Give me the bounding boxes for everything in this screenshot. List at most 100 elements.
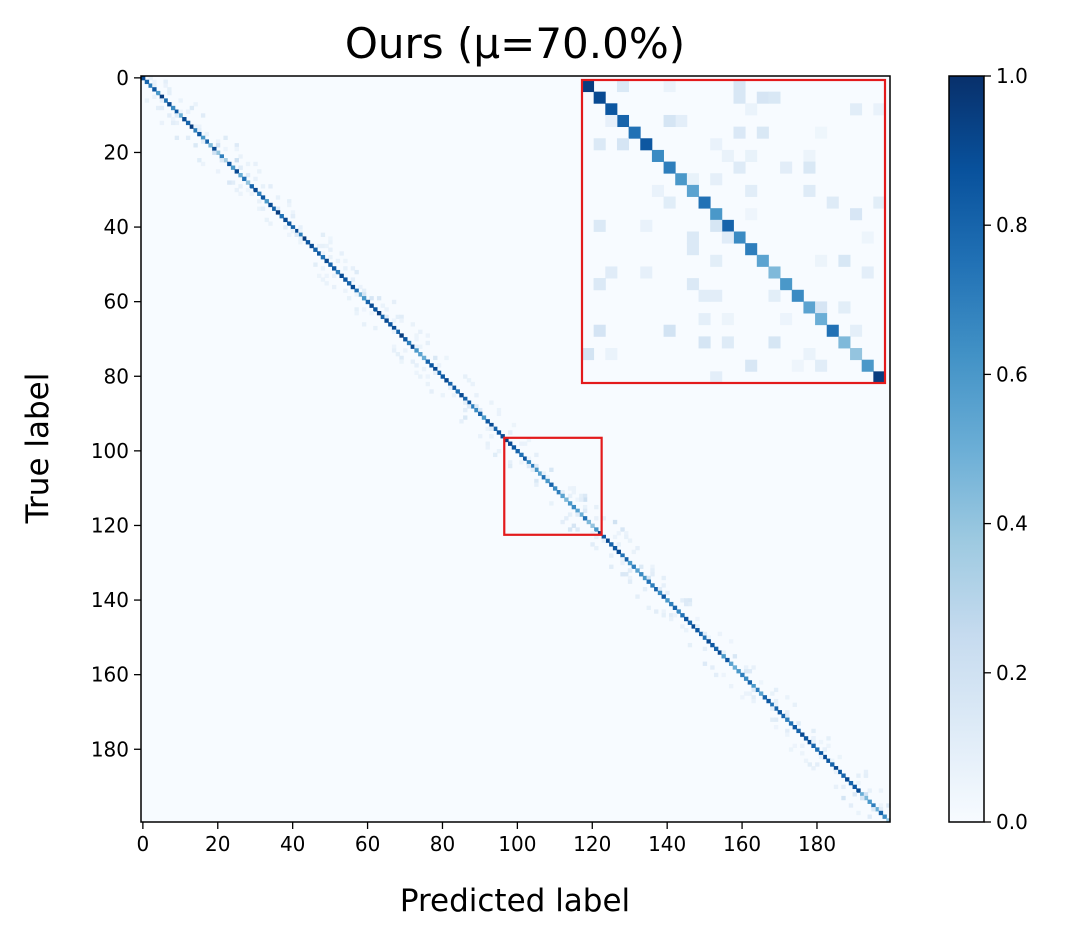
inset-cell	[710, 173, 723, 186]
heatmap-cell	[223, 146, 228, 152]
heatmap-cell-diagonal	[182, 117, 187, 122]
inset-cell-diagonal	[593, 91, 606, 104]
heatmap-cell	[590, 542, 595, 547]
inset-cell	[710, 254, 723, 267]
colorbar-tick-label: 0.4	[996, 512, 1028, 536]
heatmap-cell	[496, 407, 502, 413]
heatmap-cell	[391, 299, 397, 305]
heatmap-cell-diagonal	[706, 639, 711, 644]
heatmap-cell	[496, 449, 502, 454]
heatmap-cell-diagonal	[777, 710, 782, 715]
heatmap-cell-diagonal	[331, 266, 337, 271]
heatmap-cell	[425, 333, 430, 338]
inset-cell-diagonal	[861, 359, 874, 372]
heatmap-cell	[687, 642, 693, 648]
heatmap-cell-diagonal	[193, 128, 198, 133]
heatmap-cell-diagonal	[597, 531, 603, 536]
inset-cell-diagonal	[826, 324, 839, 337]
heatmap-cell-diagonal	[811, 743, 816, 748]
heatmap-cell-diagonal	[642, 575, 648, 581]
heatmap-cell-diagonal	[609, 542, 614, 547]
x-tick-label: 40	[280, 832, 305, 856]
inset-cell-diagonal	[616, 114, 630, 128]
heatmap-cell	[833, 769, 839, 775]
inset-cell	[651, 184, 664, 197]
heatmap-cell-diagonal	[287, 221, 292, 226]
x-tick-label: 60	[355, 832, 380, 856]
heatmap-cell	[695, 624, 700, 629]
inset-cell-diagonal	[733, 231, 746, 244]
heatmap-cell	[260, 184, 266, 189]
heatmap-cell-diagonal	[373, 307, 378, 312]
heatmap-cell	[549, 467, 554, 472]
y-tick-label: 60	[104, 290, 129, 314]
heatmap-cell	[848, 803, 854, 808]
heatmap-cell-diagonal	[519, 452, 524, 458]
heatmap-cell-diagonal	[189, 124, 195, 129]
x-tick-label: 0	[137, 832, 150, 856]
inset-cell-diagonal	[756, 254, 769, 267]
heatmap-cell	[425, 381, 430, 387]
heatmap-cell-diagonal	[537, 471, 543, 476]
heatmap-cell-diagonal	[215, 150, 221, 155]
heatmap-cell-diagonal	[219, 154, 224, 159]
heatmap-cell-diagonal	[556, 490, 562, 495]
heatmap-cell-diagonal	[272, 206, 277, 211]
heatmap-cell	[391, 348, 397, 353]
inset-cell	[640, 266, 653, 279]
heatmap-cell	[219, 158, 224, 163]
y-tick-label: 100	[91, 439, 129, 463]
x-tick-label: 140	[648, 832, 686, 856]
inset-cell	[745, 103, 758, 116]
heatmap-cell-diagonal	[702, 635, 708, 640]
heatmap-cell	[328, 247, 333, 252]
heatmap-cell	[579, 497, 584, 502]
heatmap-cell-diagonal	[856, 788, 861, 793]
heatmap-cell	[665, 590, 670, 596]
inset-cell-diagonal	[651, 149, 664, 162]
heatmap-cell-diagonal	[170, 105, 176, 111]
heatmap-cell-diagonal	[848, 780, 854, 786]
heatmap-cell-diagonal	[695, 628, 700, 633]
heatmap-cell-diagonal	[410, 344, 415, 349]
heatmap-cell-diagonal	[575, 508, 580, 514]
heatmap-cell-diagonal	[313, 247, 318, 252]
heatmap-cell	[728, 683, 734, 689]
heatmap-cell-diagonal	[886, 818, 891, 823]
heatmap-cell	[650, 568, 655, 573]
inset-cell	[745, 149, 758, 162]
heatmap-cell-diagonal	[586, 519, 591, 525]
heatmap-cell	[680, 624, 685, 629]
heatmap-cell-diagonal	[579, 512, 584, 517]
heatmap-cell-diagonal	[725, 657, 730, 663]
heatmap-cell	[436, 363, 442, 368]
inset-cell	[803, 348, 816, 361]
heatmap-cell	[485, 441, 490, 446]
inset-cell	[745, 208, 758, 221]
heatmap-cell	[669, 616, 674, 622]
inset-cell-diagonal	[582, 80, 595, 93]
heatmap-cell-diagonal	[403, 337, 408, 342]
heatmap-cell	[856, 810, 861, 816]
heatmap-cell	[646, 605, 651, 610]
heatmap-cell	[792, 702, 797, 707]
heatmap-cell	[856, 780, 861, 786]
heatmap-cell-diagonal	[436, 370, 442, 375]
heatmap-cell	[545, 475, 550, 480]
heatmap-cell	[661, 583, 666, 588]
heatmap-cell	[290, 210, 296, 215]
y-tick-label: 0	[116, 66, 129, 90]
heatmap-cell	[863, 792, 869, 797]
inset-cell-diagonal	[791, 289, 804, 302]
heatmap-cell-diagonal	[743, 676, 749, 681]
heatmap-cell	[594, 504, 599, 510]
heatmap-cell-diagonal	[710, 642, 715, 648]
heatmap-cell-diagonal	[406, 340, 412, 346]
heatmap-cell	[624, 534, 629, 540]
heatmap-cell-diagonal	[530, 463, 535, 469]
heatmap-cell	[579, 493, 584, 499]
heatmap-cell	[863, 769, 869, 775]
heatmap-cell-diagonal	[290, 225, 296, 230]
heatmap-cell-diagonal	[388, 322, 393, 327]
